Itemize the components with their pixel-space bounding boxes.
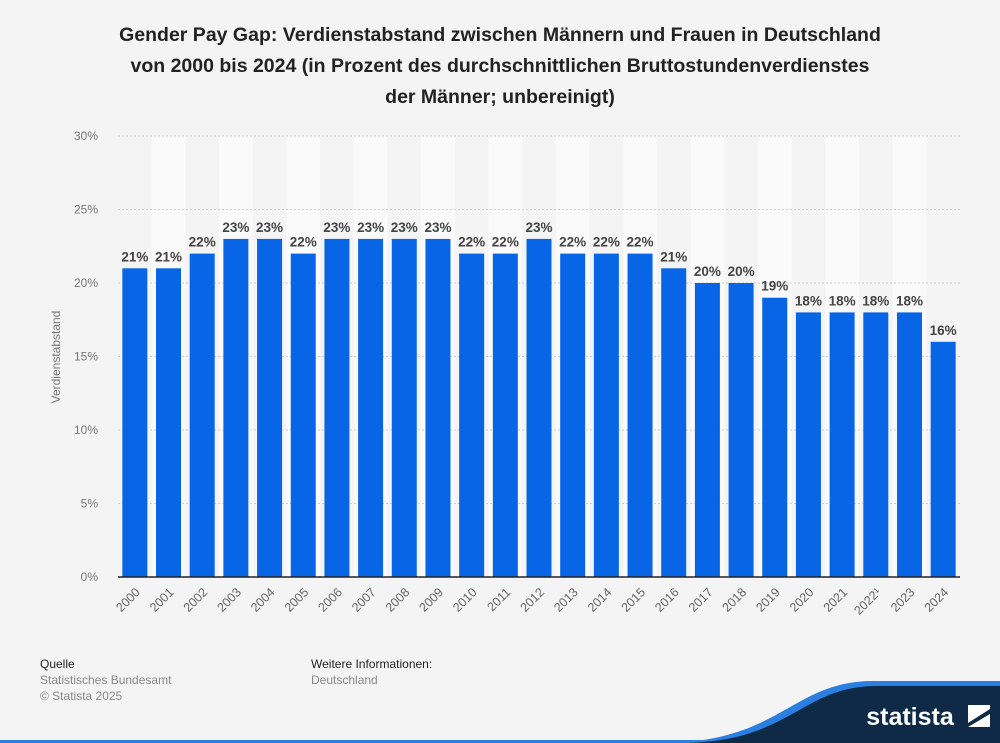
x-tick-label: 2016 — [652, 585, 682, 615]
x-tick-label: 2000 — [113, 585, 143, 615]
bar — [257, 238, 283, 577]
bar — [156, 268, 182, 577]
y-tick-label: 10% — [74, 423, 98, 437]
x-tick-label: 2007 — [349, 585, 379, 615]
statista-logo[interactable]: statista — [660, 673, 1000, 743]
y-tick-label: 25% — [74, 203, 98, 217]
x-tick-label: 2004 — [248, 585, 278, 615]
x-tick-label: 2019 — [753, 585, 783, 615]
y-tick-label: 20% — [74, 276, 98, 290]
bar — [593, 253, 619, 577]
data-label: 23% — [323, 220, 350, 235]
data-label: 22% — [458, 235, 485, 250]
data-label: 18% — [896, 293, 923, 308]
x-tick-label: 2006 — [315, 585, 345, 615]
bar — [728, 283, 754, 577]
data-label: 20% — [694, 264, 721, 279]
source-heading: Quelle — [40, 657, 75, 671]
bar — [425, 238, 451, 577]
y-axis-label: Verdienstabstand — [49, 311, 63, 404]
bar — [560, 253, 586, 577]
bar — [795, 312, 821, 577]
bottom-accent-line — [0, 740, 1000, 743]
data-label: 21% — [155, 249, 182, 264]
title-line: Gender Pay Gap: Verdienstabstand zwische… — [119, 24, 881, 46]
data-label: 18% — [862, 293, 889, 308]
data-label: 16% — [930, 323, 957, 338]
y-tick-label: 5% — [81, 497, 99, 511]
bar — [930, 341, 956, 577]
data-label: 23% — [525, 220, 552, 235]
copyright-text: © Statista 2025 — [40, 689, 123, 703]
info-text: Deutschland — [311, 673, 378, 687]
data-label: 19% — [761, 279, 788, 294]
bar-chart: 0% 5% 10% 15% 20% 25% 30% Verdienstabstand 21% 20… — [49, 129, 960, 618]
x-tick-label: 2021 — [821, 585, 851, 615]
x-tick-label: 2024 — [922, 585, 952, 615]
x-tick-label: 2014 — [585, 585, 615, 615]
data-label: 22% — [627, 235, 654, 250]
bar — [122, 268, 148, 577]
x-tick-label: 2023 — [888, 585, 918, 615]
x-tick-label: 2002 — [181, 585, 211, 615]
x-tick-label: 2018 — [720, 585, 750, 615]
bar — [223, 238, 249, 577]
bar — [324, 238, 350, 577]
x-tick-label: 2011 — [485, 585, 514, 614]
data-label: 22% — [492, 235, 519, 250]
data-label: 22% — [559, 235, 586, 250]
x-tick-label: 2017 — [686, 585, 716, 615]
source-block: Quelle Statistisches Bundesamt © Statist… — [40, 656, 171, 704]
chart-title: Gender Pay Gap: Verdienstabstand zwische… — [40, 20, 960, 113]
bar — [189, 253, 215, 577]
bar — [290, 253, 316, 577]
x-tick-label: 2013 — [551, 585, 581, 615]
data-label: 23% — [357, 220, 384, 235]
x-tick-label: 2015 — [619, 585, 649, 615]
y-tick-label: 0% — [81, 570, 99, 584]
data-label: 23% — [222, 220, 249, 235]
bar — [391, 238, 417, 577]
x-tick-label: 2003 — [214, 585, 244, 615]
bar — [526, 238, 552, 577]
bar — [829, 312, 855, 577]
x-tick-label: 2010 — [450, 585, 480, 615]
y-tick-label: 15% — [74, 350, 98, 364]
bar — [896, 312, 922, 577]
info-heading: Weitere Informationen: — [311, 657, 433, 671]
bar — [358, 238, 384, 577]
info-block: Weitere Informationen: Deutschland — [311, 656, 432, 688]
y-tick-label: 30% — [74, 129, 98, 143]
x-tick-label: 2001 — [147, 585, 177, 615]
data-label: 22% — [593, 235, 620, 250]
x-tick-label: 2005 — [282, 585, 312, 615]
data-label: 23% — [391, 220, 418, 235]
data-label: 20% — [728, 264, 755, 279]
data-label: 22% — [189, 235, 216, 250]
bar — [694, 283, 720, 577]
data-label: 18% — [829, 293, 856, 308]
x-tick-label: 2009 — [417, 585, 447, 615]
data-label: 21% — [660, 249, 687, 264]
data-label: 23% — [256, 220, 283, 235]
bar — [762, 297, 788, 577]
title-line: der Männer; unbereinigt) — [385, 86, 615, 108]
bar — [459, 253, 485, 577]
data-label: 23% — [424, 220, 451, 235]
bar — [627, 253, 653, 577]
bar — [492, 253, 518, 577]
data-label: 18% — [795, 293, 822, 308]
bar — [661, 268, 687, 577]
title-line: von 2000 bis 2024 (in Prozent des durchs… — [130, 55, 870, 77]
data-label: 22% — [290, 235, 317, 250]
x-tick-label: 2022¹ — [851, 585, 884, 618]
x-tick-label: 2008 — [383, 585, 413, 615]
source-text: Statistisches Bundesamt — [40, 673, 172, 687]
logo-text: statista — [866, 703, 955, 731]
data-label: 21% — [121, 249, 148, 264]
x-tick-label: 2020 — [787, 585, 817, 615]
x-tick-label: 2012 — [518, 585, 548, 615]
bar — [863, 312, 889, 577]
